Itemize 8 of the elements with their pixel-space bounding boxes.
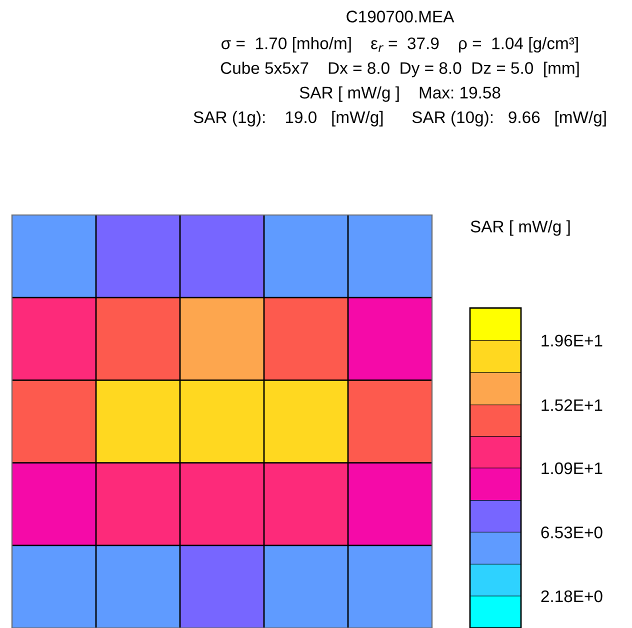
color-bar-title: SAR [ mW/g ] bbox=[470, 220, 570, 236]
color-bar-label: 2.18E+0 bbox=[541, 590, 602, 602]
color-bar-label: 6.53E+0 bbox=[541, 526, 602, 538]
color-bar-label: 1.09E+1 bbox=[542, 462, 602, 474]
chart-subtitle: σ = 1.70 [mho/m] ε$_{r}$ = 37.9 ρ = 1.04 [g/cm³] Cube 5x5x7 Dx = 8.0 Dy = 8.0 Dz = 5.0 [mm] SAR [ mW/g ] Max: 19.58 SAR (1g): 19.0 [mW/g] SAR (10g): 9.66 [mW/g] bbox=[194, 37, 606, 126]
color-bar-label: 1.96E+1 bbox=[542, 334, 602, 346]
chart-title: C190700.MEA bbox=[346, 10, 454, 22]
color-bar-label: 1.52E+1 bbox=[542, 399, 602, 412]
